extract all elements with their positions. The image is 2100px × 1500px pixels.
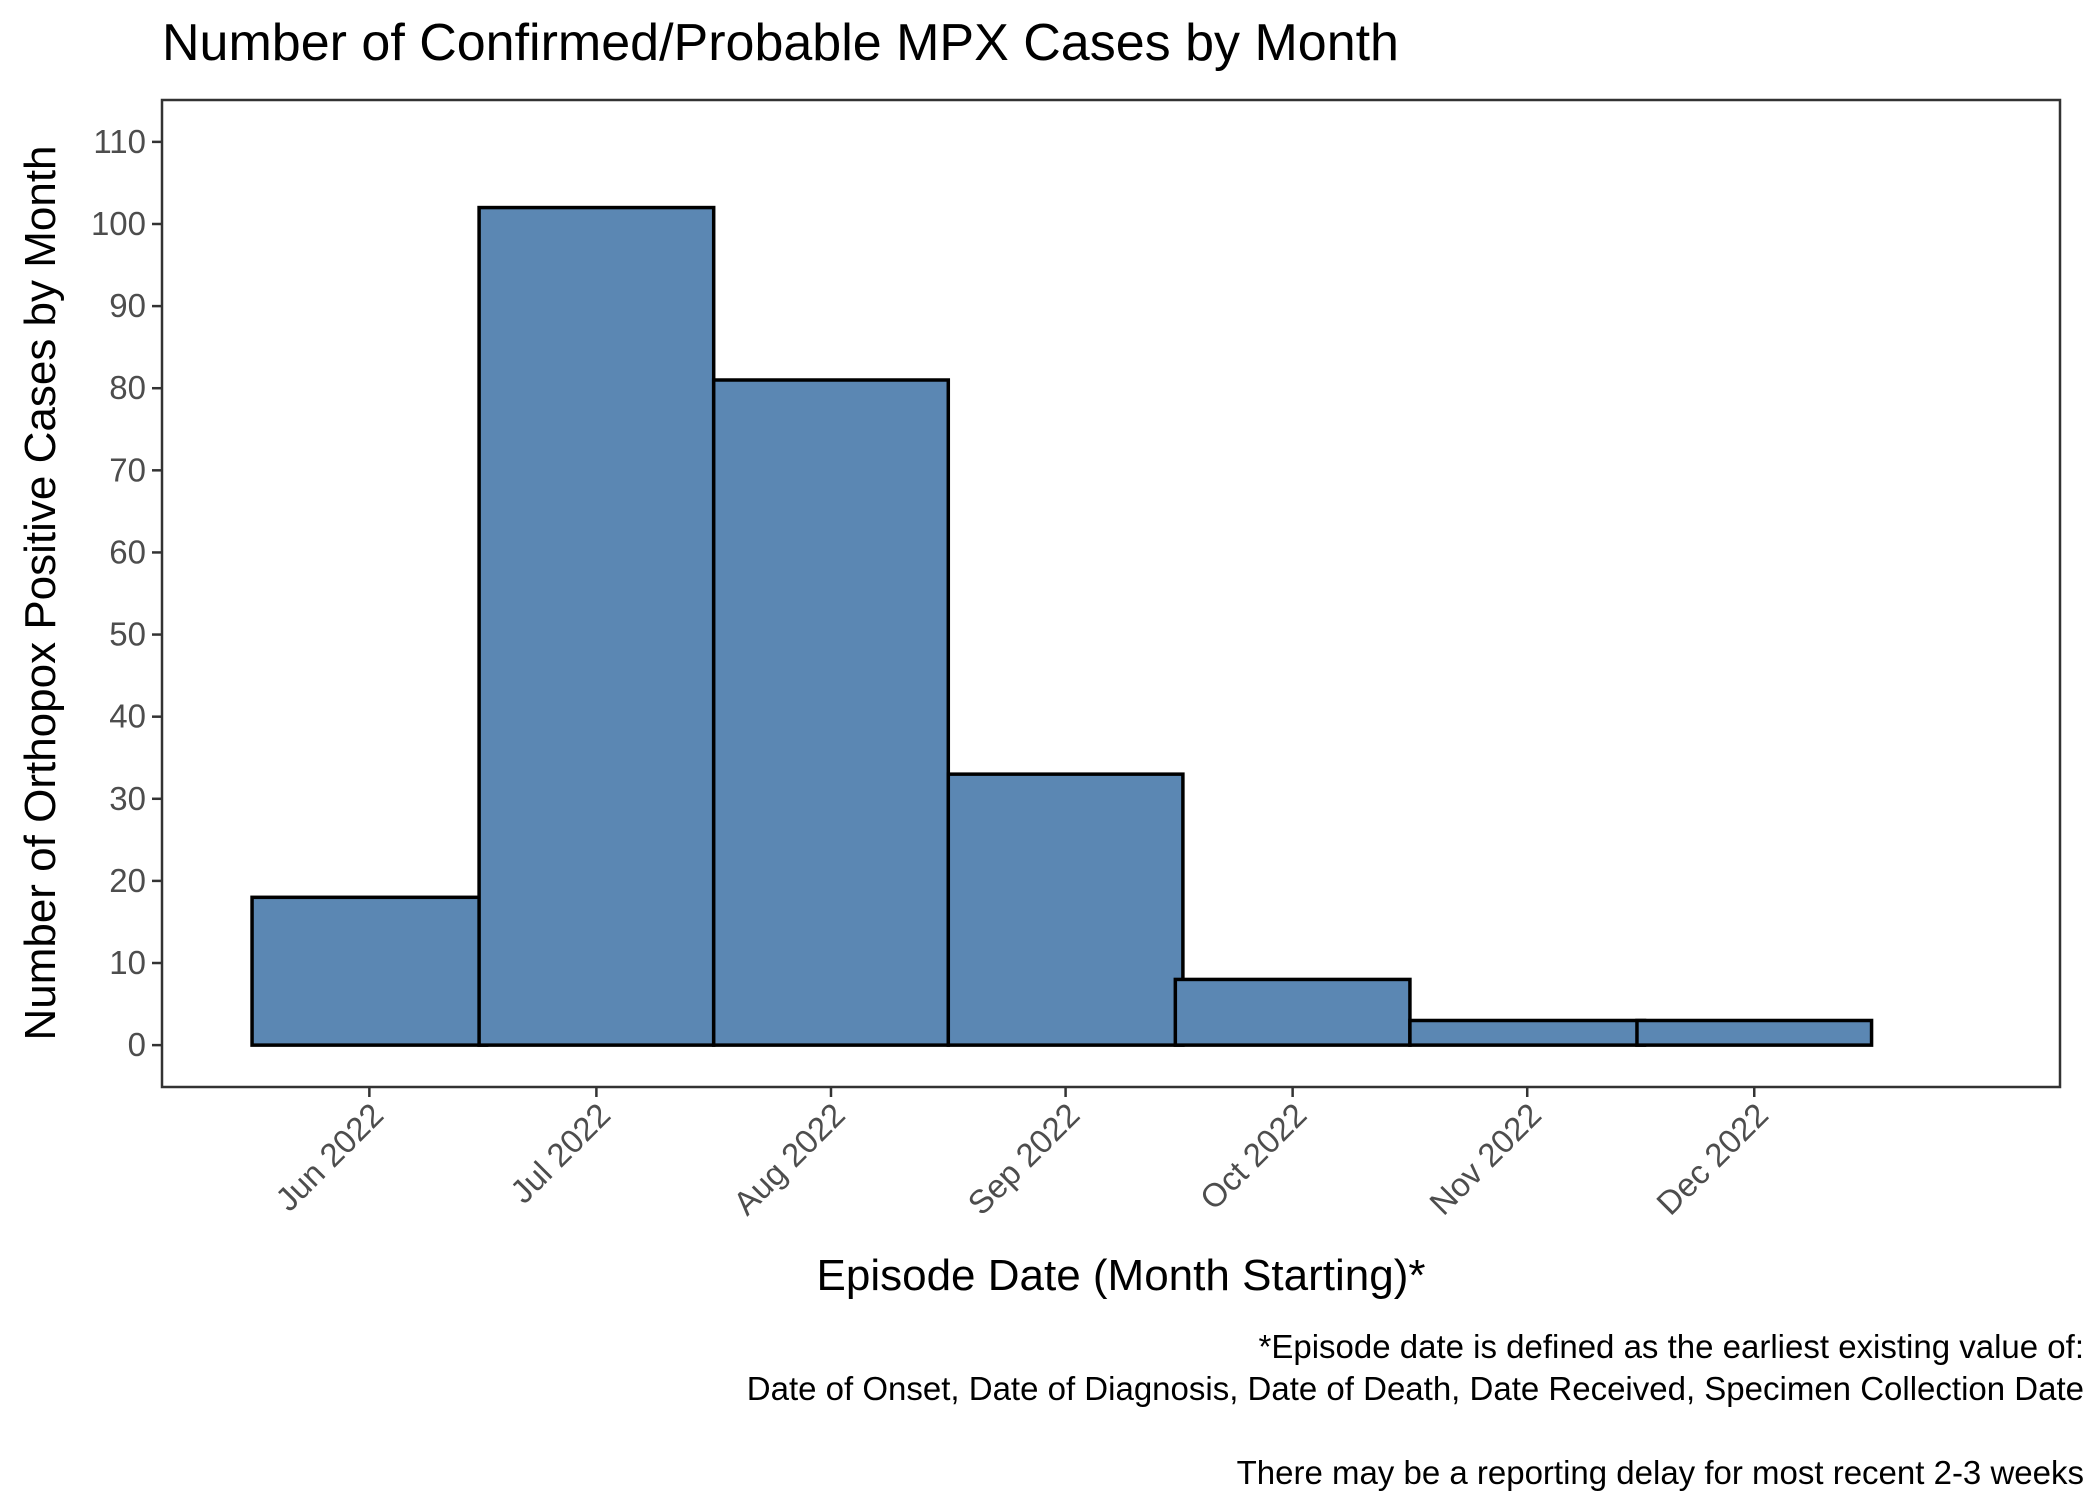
bars	[250, 205, 1874, 1047]
x-tick-label: Sep 2022	[960, 1096, 1086, 1222]
y-tick-label: 70	[109, 451, 146, 488]
y-tick-label: 60	[109, 533, 146, 570]
y-tick-label: 80	[109, 369, 146, 406]
x-tick-label: Jul 2022	[503, 1096, 617, 1210]
y-tick-label: 30	[109, 780, 146, 817]
chart-title: Number of Confirmed/Probable MPX Cases b…	[162, 14, 1399, 72]
caption: *Episode date is defined as the earliest…	[747, 1328, 2084, 1491]
caption-line: Date of Onset, Date of Diagnosis, Date o…	[747, 1370, 2084, 1407]
x-tick-label: Aug 2022	[726, 1096, 852, 1222]
y-tick-label: 20	[109, 862, 146, 899]
caption-line: There may be a reporting delay for most …	[1237, 1454, 2084, 1491]
y-tick-label: 110	[93, 123, 146, 160]
y-tick-label: 10	[109, 944, 146, 981]
bar	[250, 895, 489, 1047]
x-tick-label: Oct 2022	[1193, 1096, 1314, 1217]
bar	[711, 378, 951, 1047]
y-axis: 0 10 20 30 40 50 60 70 80 90 100 110	[91, 123, 162, 1063]
y-tick-label: 90	[109, 287, 146, 324]
y-tick-label: 100	[91, 205, 146, 242]
y-axis-title: Number of Orthopox Positive Cases by Mon…	[16, 145, 65, 1040]
bar	[946, 772, 1185, 1047]
y-tick-label: 40	[109, 698, 146, 735]
y-tick-label: 50	[109, 616, 146, 653]
bar	[1173, 977, 1412, 1047]
y-tick-label: 0	[128, 1026, 146, 1063]
x-tick-label: Dec 2022	[1649, 1096, 1775, 1222]
x-axis-title: Episode Date (Month Starting)*	[817, 1251, 1426, 1300]
bar	[1635, 1018, 1874, 1047]
x-axis: Jun 2022 Jul 2022 Aug 2022 Sep 2022 Oct 2022…	[268, 1087, 1775, 1222]
x-tick-label: Jun 2022	[268, 1096, 390, 1218]
x-tick-label: Nov 2022	[1422, 1096, 1548, 1222]
bar	[477, 205, 716, 1047]
bar	[1408, 1018, 1647, 1047]
caption-line: *Episode date is defined as the earliest…	[1258, 1328, 2084, 1365]
